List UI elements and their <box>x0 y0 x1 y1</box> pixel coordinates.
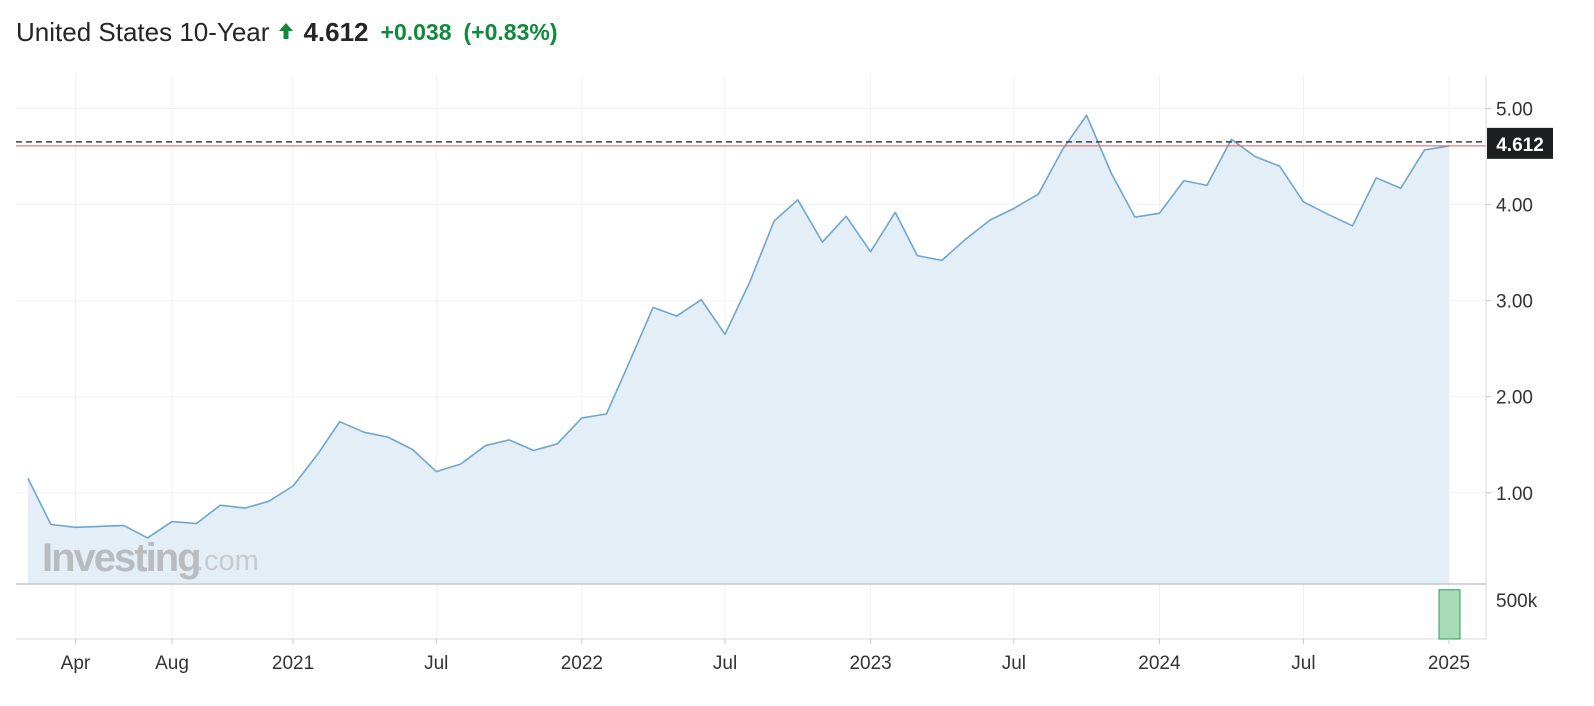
last-price: 4.612 <box>303 16 369 47</box>
x-tick-label: Aug <box>155 653 189 674</box>
y-tick-label: 5.00 <box>1496 100 1533 121</box>
y-axis-ticks: 1.00 2.00 3.00 4.00 5.00 <box>1486 100 1533 505</box>
chart-axes <box>16 75 1487 640</box>
x-tick-label: 2023 <box>849 653 891 674</box>
yield-series-line[interactable] <box>27 114 1450 539</box>
x-tick-label: Apr <box>61 653 91 674</box>
y-tick-label: 4.00 <box>1496 196 1533 217</box>
y-tick-label: 3.00 <box>1496 292 1533 313</box>
x-tick-label: 2025 <box>1428 653 1470 674</box>
x-tick-label: Jul <box>713 653 737 674</box>
volume-bar <box>1438 589 1461 640</box>
yield-area <box>28 115 1449 585</box>
current-price-lines <box>16 141 1486 147</box>
x-tick-label: 2024 <box>1138 653 1181 674</box>
x-axis-ticks: Apr Aug 2021 Jul 2022 Jul 2023 Jul 2024 Jul 2025 <box>61 639 1470 674</box>
x-tick-label: Jul <box>1002 653 1026 674</box>
watermark-suffix: .com <box>196 545 259 577</box>
price-change: +0.038 <box>380 18 452 45</box>
investing-watermark: Investing .com <box>42 536 259 580</box>
watermark-brand: Investing <box>42 536 200 580</box>
quote-header: United States 10-Year 4.612 +0.038 (+0.8… <box>16 12 557 52</box>
x-tick-label: 2021 <box>272 653 314 674</box>
instrument-title: United States 10-Year <box>16 16 270 47</box>
current-price-label: 4.612 <box>1496 135 1544 156</box>
y-tick-label: 1.00 <box>1496 484 1533 505</box>
price-change-percent: (+0.83%) <box>463 18 558 45</box>
x-tick-label: Jul <box>424 653 448 674</box>
x-tick-label: 2022 <box>561 653 603 674</box>
arrow-up-icon <box>278 22 294 45</box>
volume-tick-label: 500k <box>1496 591 1538 612</box>
y-tick-label: 2.00 <box>1496 388 1533 409</box>
current-price-box-bg <box>1487 127 1553 159</box>
current-price-box: 4.612 <box>1487 127 1553 159</box>
volume-pane: 500k <box>1438 589 1538 640</box>
x-tick-label: Jul <box>1291 653 1315 674</box>
